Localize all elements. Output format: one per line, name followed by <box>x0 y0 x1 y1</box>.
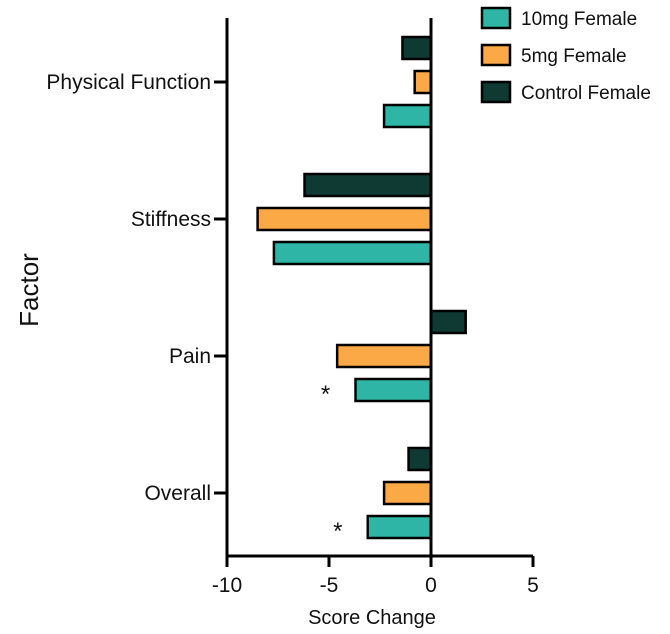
legend-swatch-5mg-female <box>480 43 512 67</box>
y-axis-title: Factor <box>14 253 44 327</box>
category-label-2: Pain <box>169 345 211 368</box>
annotations-group: ** <box>321 381 343 545</box>
bar-10mg-female-0 <box>382 103 433 129</box>
category-label-3: Overall <box>144 482 211 505</box>
x-tick-label-1: -5 <box>320 574 339 597</box>
bar-10mg-female-3 <box>366 514 433 540</box>
bar-10mg-female-2 <box>354 377 433 403</box>
x-tick-label-0: -10 <box>212 574 242 597</box>
category-label-1: Stiffness <box>131 208 211 231</box>
bar-control-female-2 <box>429 309 467 335</box>
bar-control-female-1 <box>303 172 433 198</box>
axes-group <box>225 18 533 558</box>
x-axis-title: Score Change <box>308 607 436 629</box>
legend: 10mg Female 5mg Female Control Female <box>480 6 651 104</box>
category-label-0: Physical Function <box>46 71 211 94</box>
bar-5mg-female-3 <box>382 480 433 506</box>
bar-control-female-0 <box>401 35 433 61</box>
legend-swatch-10mg-female <box>480 6 512 30</box>
x-ticks-group: -10 -5 0 5 <box>212 556 539 597</box>
legend-label-control-female: Control Female <box>521 83 651 104</box>
bar-5mg-female-0 <box>413 69 433 95</box>
category-labels-group: Physical Function Stiffness Pain Overall <box>46 71 227 505</box>
bar-5mg-female-2 <box>335 343 433 369</box>
bar-10mg-female-1 <box>272 240 433 266</box>
bar-5mg-female-1 <box>256 206 433 232</box>
x-tick-label-3: 5 <box>527 574 539 597</box>
significance-marker-1: * <box>333 518 342 545</box>
significance-marker-0: * <box>321 381 330 408</box>
bars-group <box>256 35 467 540</box>
bar-control-female-3 <box>407 446 433 472</box>
legend-swatch-control-female <box>480 80 512 104</box>
x-tick-label-2: 0 <box>425 574 437 597</box>
legend-label-5mg-female: 5mg Female <box>521 46 627 67</box>
legend-label-10mg-female: 10mg Female <box>521 9 637 30</box>
